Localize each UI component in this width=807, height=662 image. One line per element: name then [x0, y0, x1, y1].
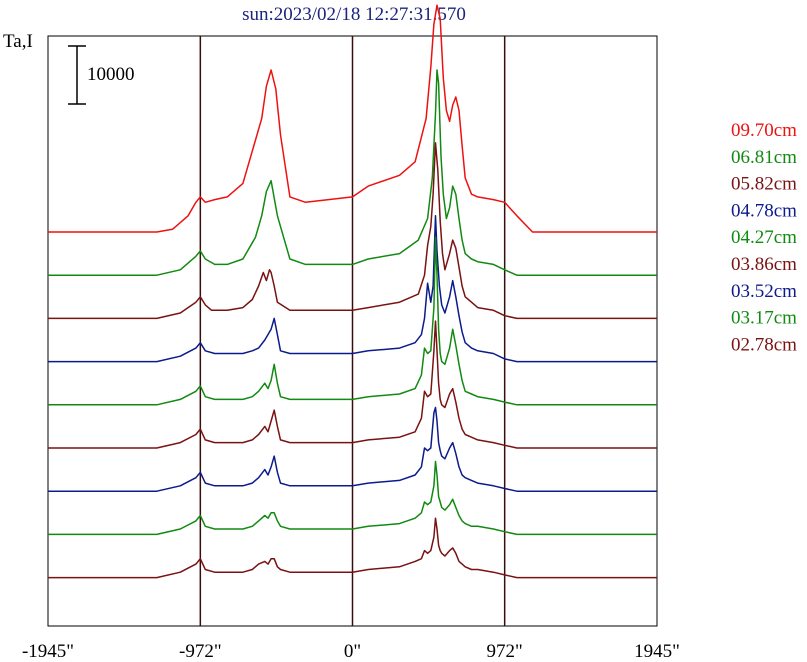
x-tick-label: 1945"	[634, 641, 680, 662]
x-tick-label: 0"	[344, 641, 361, 662]
scale-bar-label: 10000	[87, 64, 135, 85]
series-line	[48, 517, 657, 579]
series-line	[48, 236, 657, 406]
x-tick-labels: -1945" -972" 0" 972" 1945"	[22, 641, 680, 662]
legend-entry: 05.82cm	[731, 174, 797, 195]
legend-entry: 03.86cm	[731, 254, 797, 275]
legend-entry: 04.27cm	[731, 227, 797, 248]
legend-entry: 02.78cm	[731, 334, 797, 355]
series-line	[48, 406, 657, 492]
x-tick-label: -972"	[179, 641, 222, 662]
series-group	[48, 4, 657, 579]
series-line	[48, 215, 657, 363]
legend-entry: 06.81cm	[731, 147, 797, 168]
x-tick-label: 972"	[487, 641, 523, 662]
series-line	[48, 69, 657, 276]
y-axis-label: Ta,I	[3, 31, 33, 52]
legend-entry: 03.17cm	[731, 308, 797, 329]
legend-entry: 04.78cm	[731, 200, 797, 221]
x-tick-label: -1945"	[22, 641, 74, 662]
legend-entry: 09.70cm	[731, 120, 797, 141]
series-line	[48, 460, 657, 536]
legend-entry: 03.52cm	[731, 281, 797, 302]
series-line	[48, 320, 657, 449]
chart-title: sun:2023/02/18 12:27:31.570	[242, 4, 466, 25]
series-line	[48, 4, 657, 233]
scale-bar: 10000	[68, 45, 135, 105]
vertical-reference-lines	[199, 36, 506, 626]
series-line	[48, 142, 657, 320]
legend: 09.70cm 06.81cm 05.82cm 04.78cm 04.27cm 03.86…	[731, 120, 797, 355]
